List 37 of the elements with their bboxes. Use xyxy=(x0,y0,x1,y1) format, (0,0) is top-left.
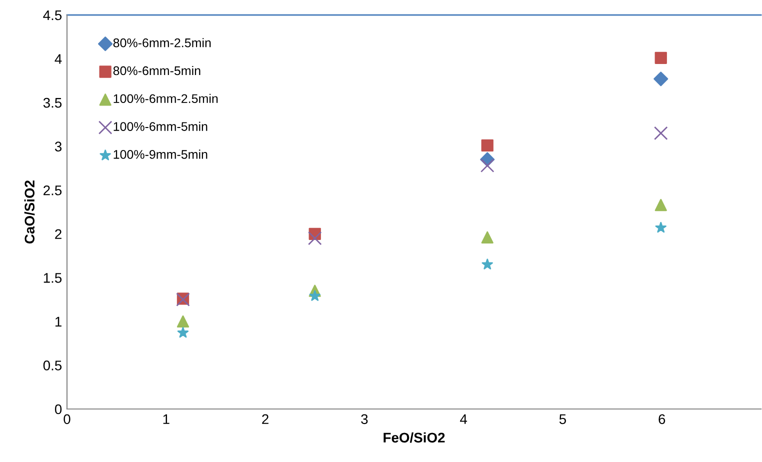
y-tick-label: 0.5 xyxy=(43,360,62,370)
point xyxy=(654,126,668,140)
legend-label: 100%-9mm-5min xyxy=(114,150,208,159)
point xyxy=(177,326,189,338)
x-tick-label: 0 xyxy=(64,414,70,424)
x-tick-label: 6 xyxy=(658,414,666,424)
point xyxy=(482,258,493,270)
y-tick-label: 0 xyxy=(54,404,62,414)
y-tick-label: 3 xyxy=(54,142,62,152)
point xyxy=(481,231,494,244)
x-tick-label: 5 xyxy=(559,414,566,424)
point xyxy=(654,72,668,86)
x-tick-label: 1 xyxy=(163,414,170,424)
point xyxy=(481,139,494,152)
legend-label: 80%-6mm-2.5min xyxy=(113,38,211,48)
point xyxy=(654,52,667,64)
y-tick-label: 4.5 xyxy=(43,10,62,20)
y-tick-label: 1.5 xyxy=(44,273,62,283)
point xyxy=(654,198,667,212)
point xyxy=(176,315,190,328)
legend-label: 100%-6mm-5min xyxy=(114,122,208,131)
point xyxy=(480,158,494,172)
y-tick-label: 3.5 xyxy=(43,98,62,108)
point xyxy=(308,231,322,246)
y-tick-label: 2 xyxy=(55,229,62,239)
point xyxy=(309,290,320,301)
x-tick-label: 2 xyxy=(262,414,268,424)
x-axis-title: FeO/SiO2 xyxy=(384,432,445,443)
x-tick-label: 3 xyxy=(361,414,368,424)
y-tick-label: 1 xyxy=(55,316,62,326)
x-tick-label: 4 xyxy=(460,414,468,424)
legend-label: 80%-6mm-5min xyxy=(113,66,200,76)
point xyxy=(655,222,666,233)
y-tick-label: 2.5 xyxy=(44,185,62,196)
y-tick-label: 4 xyxy=(54,54,62,64)
legend-label: 100%-6mm-2.5min xyxy=(114,94,218,104)
y-axis-title: CaO/SiO2 xyxy=(24,180,35,244)
